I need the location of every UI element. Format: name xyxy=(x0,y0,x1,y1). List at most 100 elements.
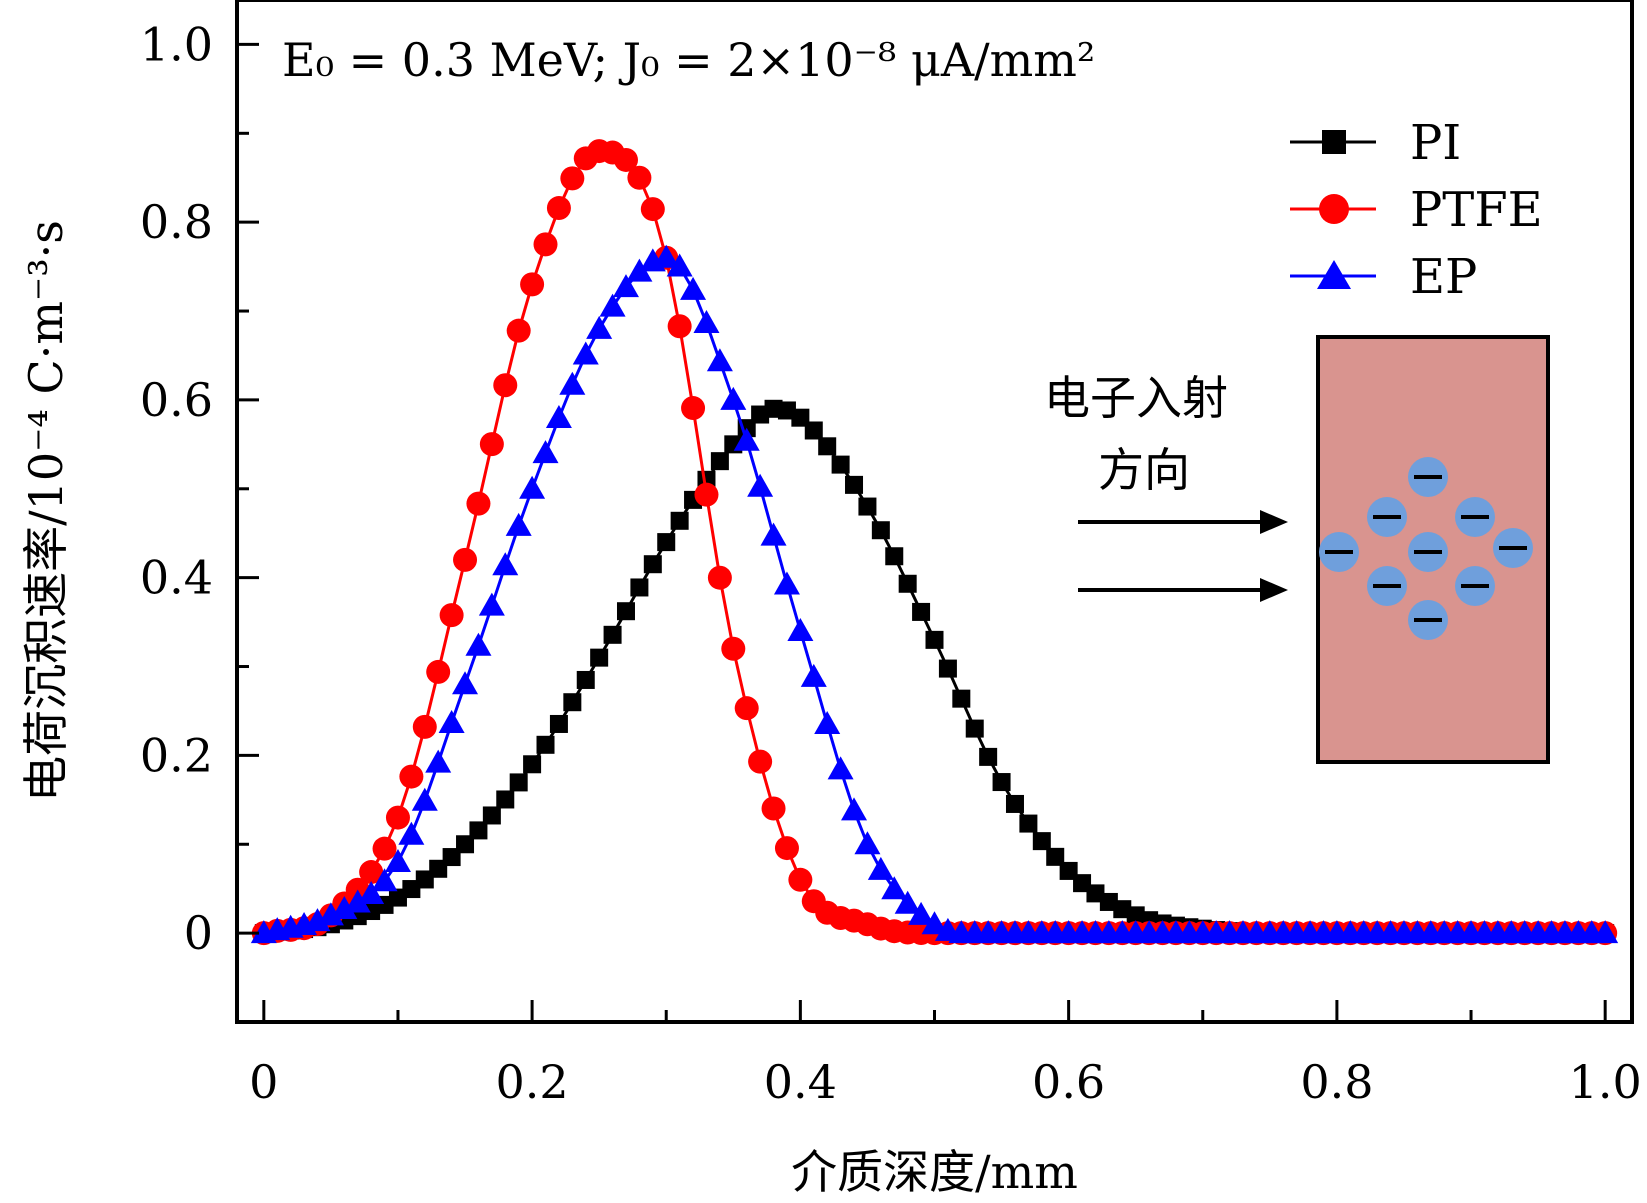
data-point xyxy=(720,386,747,410)
data-point xyxy=(613,147,638,172)
data-point xyxy=(761,796,786,821)
data-point xyxy=(657,533,676,552)
data-point xyxy=(546,196,571,221)
data-point xyxy=(466,491,491,516)
annotation-text: E₀ = 0.3 MeV; J₀ = 2×10⁻⁸ μA/mm² xyxy=(282,33,1095,87)
negative-charge xyxy=(1367,497,1407,537)
data-point xyxy=(559,371,586,395)
data-point xyxy=(734,696,759,721)
x-tick-label: 0.4 xyxy=(764,1055,837,1109)
data-point xyxy=(482,806,501,825)
data-point xyxy=(992,773,1011,792)
data-point xyxy=(894,890,921,914)
data-point xyxy=(841,797,868,821)
legend-marker xyxy=(1322,130,1346,154)
data-point xyxy=(707,565,732,590)
data-point xyxy=(733,427,760,451)
data-point xyxy=(438,709,465,733)
negative-charge xyxy=(1319,532,1359,572)
inset-caption-line1: 电子入射 xyxy=(1044,371,1228,425)
data-point xyxy=(1005,794,1024,813)
data-point xyxy=(425,749,452,773)
data-point xyxy=(572,341,599,365)
legend-label: EP xyxy=(1410,249,1477,305)
data-point xyxy=(384,849,411,873)
data-point xyxy=(317,902,344,926)
data-point xyxy=(965,719,984,738)
data-point xyxy=(912,602,931,621)
data-point xyxy=(399,764,424,789)
data-point xyxy=(398,821,425,845)
data-point xyxy=(921,911,948,935)
data-point xyxy=(643,555,662,574)
negative-charge xyxy=(1455,497,1495,537)
data-point xyxy=(626,258,653,282)
data-point xyxy=(590,648,609,667)
incident-arrow-bottom xyxy=(1078,578,1288,602)
data-point xyxy=(536,735,555,754)
x-tick-label: 0.8 xyxy=(1300,1055,1373,1109)
data-point xyxy=(612,274,639,298)
negative-charge xyxy=(1493,528,1533,568)
data-point xyxy=(804,421,823,440)
data-point xyxy=(871,521,890,540)
data-point xyxy=(787,617,814,641)
data-point xyxy=(545,404,572,428)
data-point xyxy=(760,522,787,546)
axes-layer: 0 0.2 0.4 0.6 0.8 1.0 0 0.2 0.4 0.6 0.8 1.0 介质深度/mm 电… xyxy=(19,17,1642,1199)
negative-charge xyxy=(1408,457,1448,497)
legend: PI PTFE EP xyxy=(1290,115,1543,305)
data-point xyxy=(532,440,559,464)
data-point xyxy=(599,293,626,317)
data-point xyxy=(506,318,531,343)
data-point xyxy=(586,315,613,339)
x-axis-title: 介质深度/mm xyxy=(791,1145,1078,1199)
data-point xyxy=(412,714,437,739)
legend-marker xyxy=(1317,260,1351,289)
data-point xyxy=(867,856,894,880)
data-point xyxy=(465,632,492,656)
data-point xyxy=(533,232,558,257)
x-tick-label: 0.6 xyxy=(1032,1055,1105,1109)
data-point xyxy=(505,512,532,536)
data-point xyxy=(576,670,595,689)
data-point xyxy=(653,244,680,268)
data-point xyxy=(456,835,475,854)
data-point xyxy=(439,603,464,628)
x-tick-label: 1.0 xyxy=(1569,1055,1642,1109)
y-tick-label: 0.4 xyxy=(140,551,213,605)
data-point xyxy=(331,895,358,919)
data-point xyxy=(453,547,478,572)
data-point xyxy=(469,821,488,840)
data-point xyxy=(908,901,935,925)
y-tick-label: 0.2 xyxy=(140,728,213,782)
data-point xyxy=(479,432,504,457)
inset-diagram: 电子入射 方向 xyxy=(1044,335,1550,764)
data-point xyxy=(372,836,397,861)
data-point xyxy=(667,314,692,339)
data-point xyxy=(748,749,773,774)
data-point xyxy=(747,473,774,497)
data-point xyxy=(549,714,568,733)
data-point xyxy=(885,547,904,566)
data-point xyxy=(788,867,813,892)
data-point xyxy=(523,755,542,774)
data-point xyxy=(721,636,746,661)
data-point xyxy=(478,592,505,616)
series-layer xyxy=(250,139,1619,946)
y-tick-label: 0.8 xyxy=(140,195,213,249)
negative-charge xyxy=(1408,600,1448,640)
inset-caption-line2: 方向 xyxy=(1098,443,1190,497)
x-tick-label: 0 xyxy=(249,1055,278,1109)
negative-charge xyxy=(1367,566,1407,606)
data-point xyxy=(681,396,706,421)
data-point xyxy=(640,197,665,222)
data-point xyxy=(818,437,837,456)
data-point xyxy=(694,482,719,507)
data-point xyxy=(680,276,707,300)
data-point xyxy=(496,790,515,809)
legend-marker xyxy=(1319,194,1349,224)
y-axis-title: 电荷沉积速率/10⁻⁴ C·m⁻³·s xyxy=(19,220,73,802)
data-point xyxy=(627,165,652,190)
